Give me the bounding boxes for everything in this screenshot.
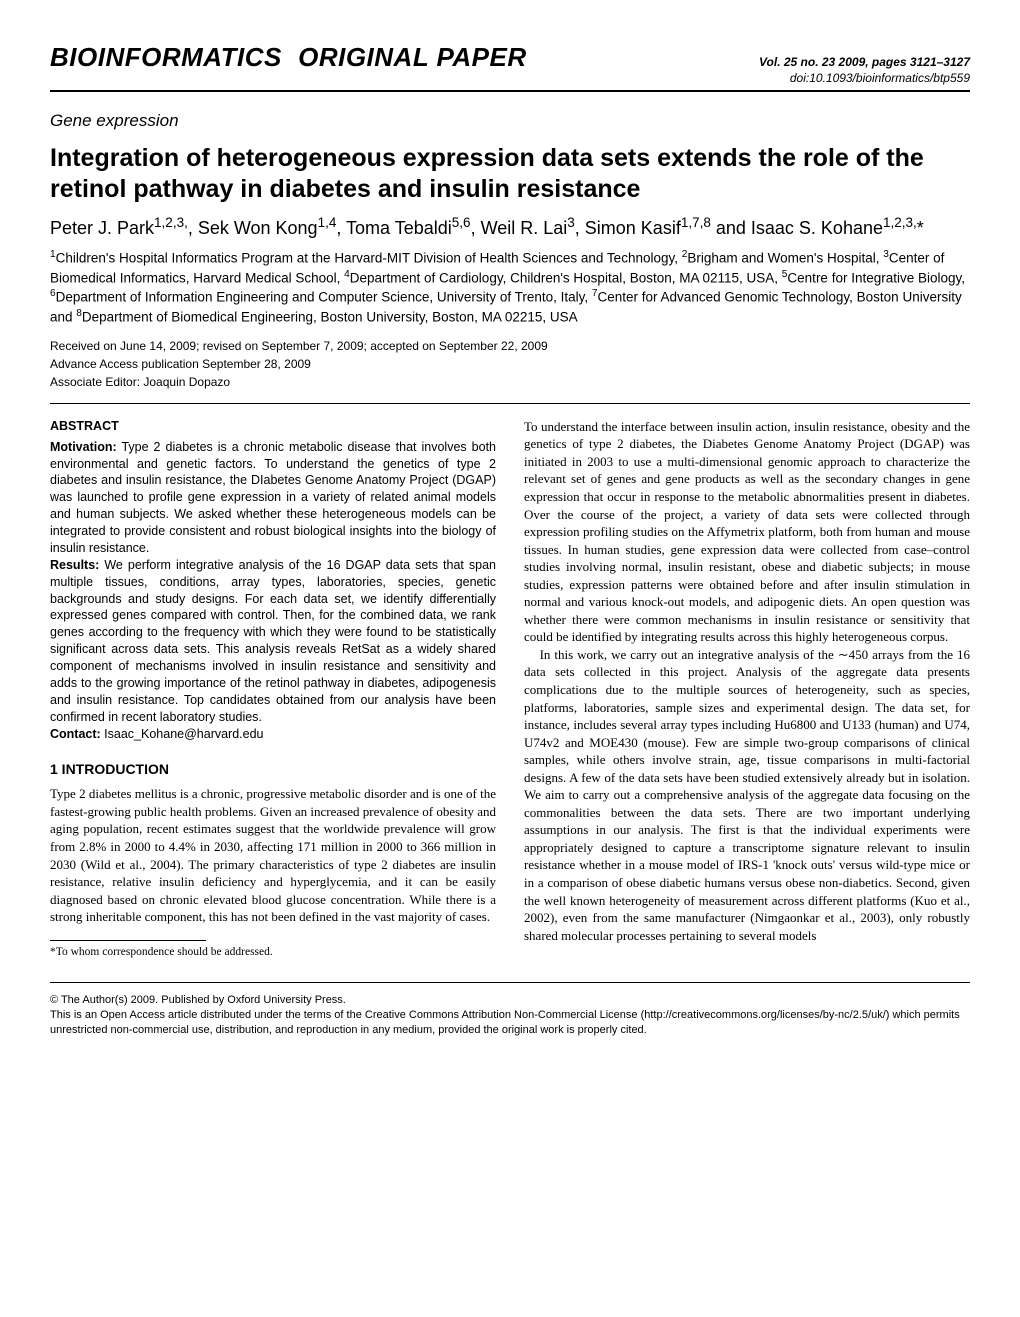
dates-block: Received on June 14, 2009; revised on Se… [50, 337, 970, 391]
license-block: © The Author(s) 2009. Published by Oxfor… [50, 993, 970, 1038]
journal-name: BIOINFORMATICS [50, 42, 282, 72]
results-text: We perform integrative analysis of the 1… [50, 558, 496, 724]
header-right: Vol. 25 no. 23 2009, pages 3121–3127 doi… [759, 55, 970, 86]
copyright-line: © The Author(s) 2009. Published by Oxfor… [50, 993, 970, 1008]
paper-type: ORIGINAL PAPER [298, 42, 527, 72]
abstract-body: Motivation: Type 2 diabetes is a chronic… [50, 439, 496, 743]
authors: Peter J. Park1,2,3,, Sek Won Kong1,4, To… [50, 214, 970, 240]
abstract-heading: ABSTRACT [50, 418, 496, 435]
journal-header: BIOINFORMATICS ORIGINAL PAPER Vol. 25 no… [50, 40, 970, 92]
two-column-body: ABSTRACT Motivation: Type 2 diabetes is … [50, 418, 970, 960]
affiliations: 1Children's Hospital Informatics Program… [50, 248, 970, 327]
motivation-text: Type 2 diabetes is a chronic metabolic d… [50, 440, 496, 555]
corresponding-footnote: *To whom correspondence should be addres… [50, 945, 496, 961]
article-title: Integration of heterogeneous expression … [50, 143, 970, 206]
right-column: To understand the interface between insu… [524, 418, 970, 960]
contact-label: Contact: [50, 727, 101, 741]
right-p2: In this work, we carry out an integrativ… [524, 646, 970, 944]
received-date: Received on June 14, 2009; revised on Se… [50, 337, 970, 355]
footnote-rule [50, 940, 206, 941]
volume-info: Vol. 25 no. 23 2009, pages 3121–3127 [759, 55, 970, 71]
right-body: To understand the interface between insu… [524, 418, 970, 944]
section-label: Gene expression [50, 110, 970, 133]
associate-editor: Associate Editor: Joaquin Dopazo [50, 373, 970, 391]
results-label: Results: [50, 558, 99, 572]
intro-body: Type 2 diabetes mellitus is a chronic, p… [50, 785, 496, 925]
left-column: ABSTRACT Motivation: Type 2 diabetes is … [50, 418, 496, 960]
advance-access-date: Advance Access publication September 28,… [50, 355, 970, 373]
contact-text: Isaac_Kohane@harvard.edu [101, 727, 264, 741]
doi: doi:10.1093/bioinformatics/btp559 [759, 71, 970, 87]
header-left: BIOINFORMATICS ORIGINAL PAPER [50, 40, 527, 75]
bottom-divider [50, 982, 970, 983]
intro-heading: 1 INTRODUCTION [50, 760, 496, 779]
header-divider [50, 403, 970, 404]
intro-p1: Type 2 diabetes mellitus is a chronic, p… [50, 785, 496, 925]
right-p1: To understand the interface between insu… [524, 418, 970, 646]
license-text: This is an Open Access article distribut… [50, 1008, 970, 1038]
motivation-label: Motivation: [50, 440, 117, 454]
